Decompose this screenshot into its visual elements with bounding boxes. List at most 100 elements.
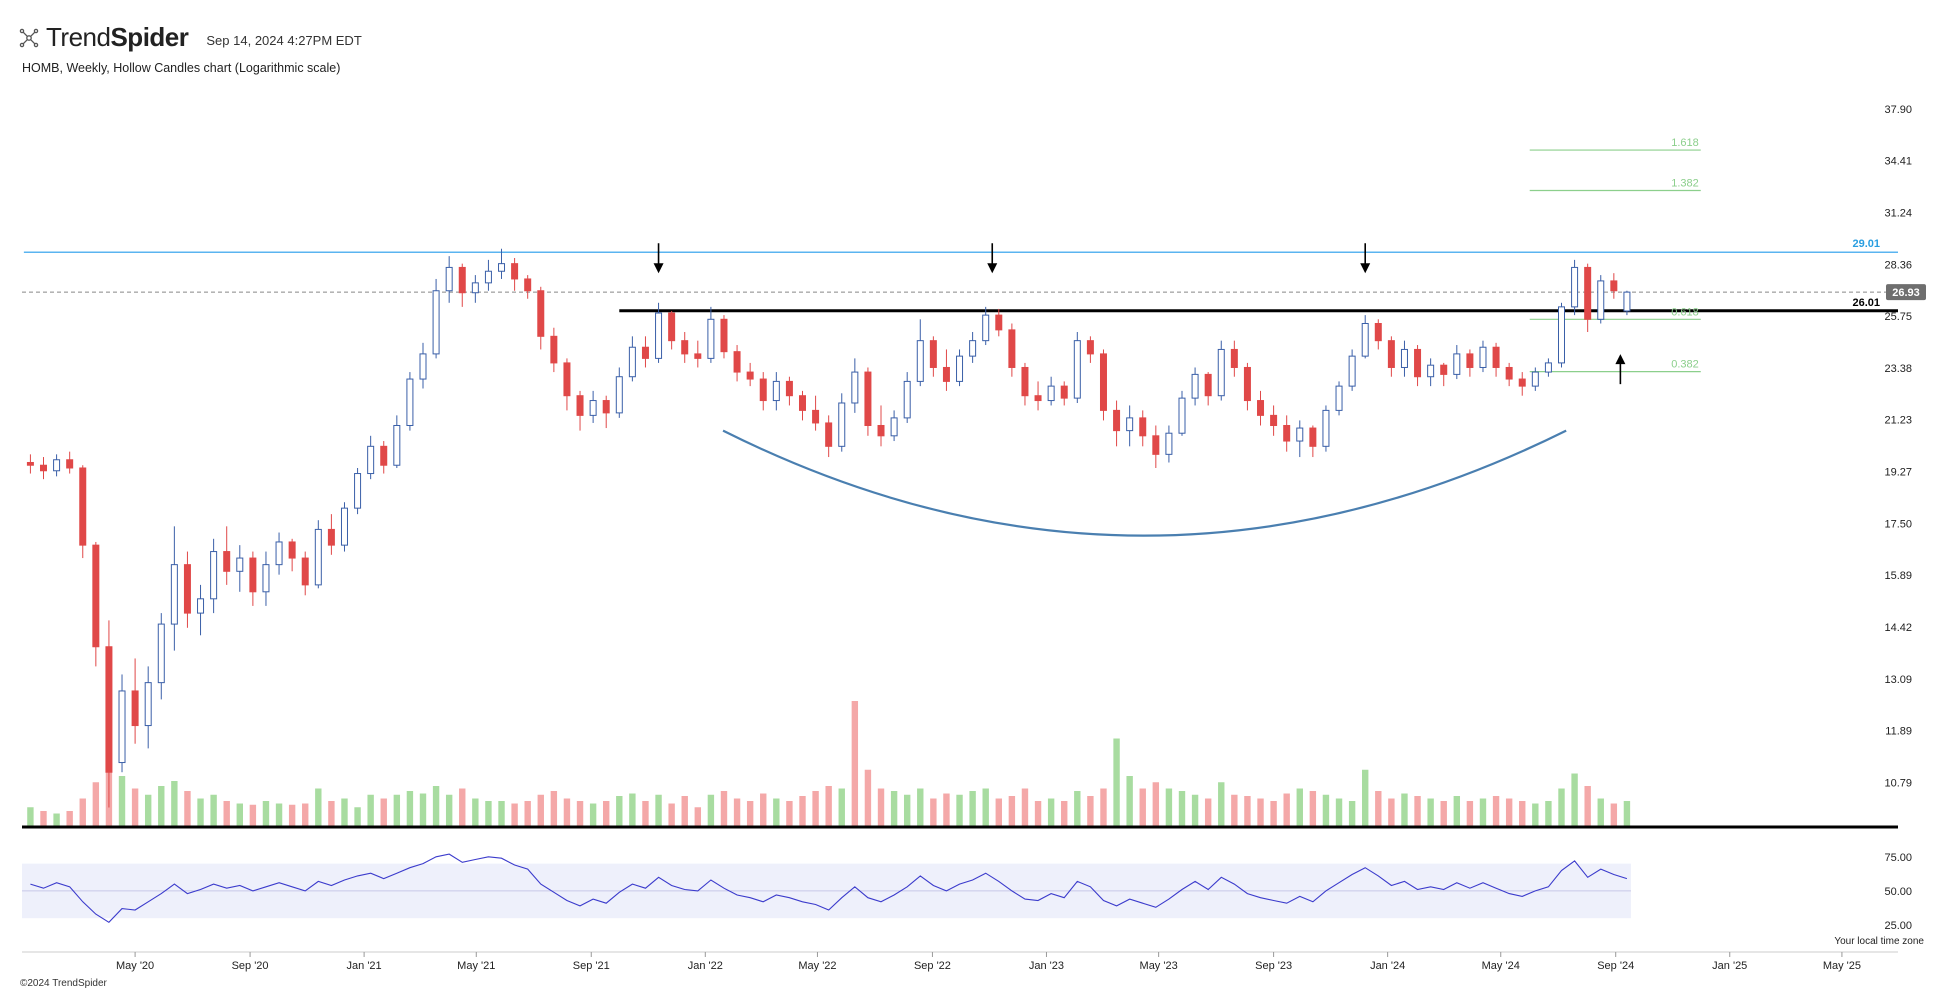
fib-level-label: 1.382 xyxy=(1671,178,1699,190)
candle xyxy=(877,405,885,447)
x-tick-label: Jan '23 xyxy=(1029,960,1064,972)
candle-body xyxy=(851,371,859,404)
y-tick-label: 37.90 xyxy=(1884,104,1912,116)
candle-body xyxy=(1270,414,1278,426)
candle-body xyxy=(1479,346,1487,368)
candle xyxy=(53,454,61,477)
volume-bar xyxy=(1479,798,1487,826)
fib-level-label: 1.618 xyxy=(1671,137,1699,149)
candle xyxy=(301,551,309,596)
volume-bar xyxy=(1231,794,1238,826)
volume-bar xyxy=(1610,803,1618,826)
candle xyxy=(537,286,545,350)
volume-bar xyxy=(1623,801,1631,826)
volume-bar xyxy=(367,794,374,826)
candle-body xyxy=(1021,366,1029,397)
candle xyxy=(1099,349,1107,421)
candle-body xyxy=(1060,385,1068,399)
volume-bar xyxy=(616,796,623,826)
candle xyxy=(288,538,296,572)
candle-body xyxy=(498,263,506,272)
candle-body xyxy=(615,376,623,414)
candle-body xyxy=(1204,373,1212,397)
volume-bar xyxy=(53,813,60,826)
volume-bar xyxy=(1074,791,1081,826)
candle xyxy=(628,336,636,382)
volume-bar xyxy=(576,801,584,826)
x-tick-label: Sep '20 xyxy=(232,960,269,972)
volume-bar xyxy=(524,801,531,826)
candle-body xyxy=(511,263,519,280)
candle xyxy=(210,538,218,614)
candle xyxy=(1322,405,1330,452)
x-tick-label: Sep '22 xyxy=(914,960,951,972)
candle-body xyxy=(812,409,820,424)
volume-bar xyxy=(288,804,296,826)
candle xyxy=(746,362,754,387)
x-tick-label: May '21 xyxy=(457,960,495,972)
candle-body xyxy=(1518,378,1526,387)
candle xyxy=(694,340,702,368)
candle-body xyxy=(1440,364,1448,375)
candle-body xyxy=(1296,427,1304,442)
volume-bar xyxy=(341,798,348,826)
candle-body xyxy=(1322,409,1330,447)
x-tick-label: May '22 xyxy=(798,960,836,972)
candle xyxy=(406,372,414,431)
y-tick-label: 10.79 xyxy=(1884,778,1912,790)
volume-bar xyxy=(1571,773,1578,826)
candle xyxy=(1466,349,1474,377)
candle-body xyxy=(197,598,205,614)
candle-body xyxy=(144,682,152,727)
candle-body xyxy=(576,395,584,416)
volume-bar xyxy=(1165,788,1173,826)
candle-body xyxy=(367,445,375,475)
candle xyxy=(157,613,165,700)
candle xyxy=(354,467,362,515)
volume-bar xyxy=(720,791,728,826)
rsi-tick-label: 50.00 xyxy=(1884,886,1912,898)
candle xyxy=(1400,340,1408,377)
candle xyxy=(563,358,571,411)
y-tick-label: 34.41 xyxy=(1884,156,1912,168)
candle xyxy=(118,674,126,773)
y-tick-label: 19.27 xyxy=(1884,467,1912,479)
rsi-tick-label: 75.00 xyxy=(1884,852,1912,864)
x-tick-label: Sep '24 xyxy=(1597,960,1634,972)
candle-body xyxy=(223,551,231,572)
candle-body xyxy=(1571,266,1579,308)
candle-body xyxy=(1309,427,1317,447)
candle-body xyxy=(458,266,466,294)
x-tick-label: Jan '22 xyxy=(688,960,723,972)
candle xyxy=(1204,372,1212,406)
volume-bar xyxy=(760,793,767,826)
timezone-note: Your local time zone xyxy=(1834,936,1924,947)
candle-body xyxy=(929,340,937,368)
volume-bar xyxy=(917,788,924,826)
candle xyxy=(942,349,950,391)
volume-bar xyxy=(1414,796,1421,826)
volume-bar xyxy=(838,788,845,826)
candle-body xyxy=(903,380,911,419)
candle xyxy=(707,306,715,363)
candle-body xyxy=(236,557,244,572)
volume-bar xyxy=(275,803,283,826)
volume-bar xyxy=(459,788,466,826)
candle xyxy=(1086,336,1094,363)
candle xyxy=(602,395,610,429)
candle-body xyxy=(1099,353,1107,411)
volume-bar xyxy=(1388,798,1395,826)
candle-body xyxy=(66,459,74,469)
candle-body xyxy=(354,473,362,509)
candle-body xyxy=(1230,348,1238,368)
volume-bar xyxy=(943,793,950,826)
candle xyxy=(615,367,623,418)
candle xyxy=(812,395,820,431)
volume-bar xyxy=(930,798,937,826)
candle-body xyxy=(406,378,414,426)
volume-bar xyxy=(354,807,361,826)
volume-bar xyxy=(1401,793,1408,826)
candle xyxy=(929,336,937,377)
candle-body xyxy=(1335,385,1343,411)
